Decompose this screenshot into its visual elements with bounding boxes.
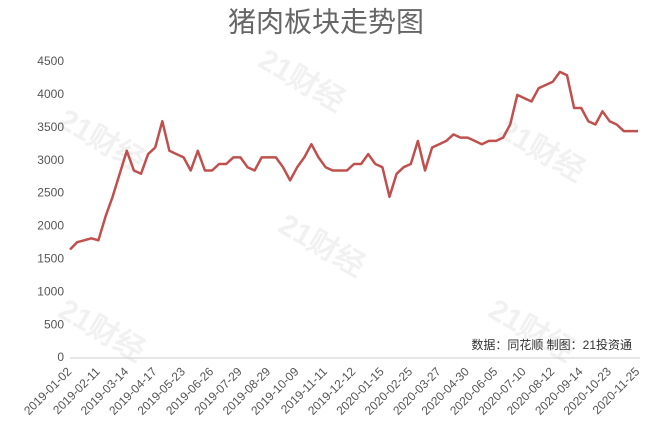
watermark: 21财经	[253, 42, 351, 118]
watermark: 21财经	[273, 207, 371, 283]
y-tick-label: 3000	[37, 153, 64, 167]
watermark: 21财经	[483, 292, 581, 368]
y-tick-label: 2000	[37, 219, 64, 233]
y-tick-label: 500	[44, 317, 64, 331]
series-line	[69, 70, 638, 251]
y-tick-label: 3500	[37, 120, 64, 134]
y-tick-label: 0	[57, 350, 64, 364]
watermark: 21财经	[53, 102, 151, 178]
y-tick-label: 1500	[37, 252, 64, 266]
y-tick-label: 1000	[37, 284, 64, 298]
watermark: 21财经	[493, 112, 591, 188]
chart-title: 猪肉板块走势图	[228, 6, 424, 37]
source-note: 数据：同花顺 制图：21投资通	[471, 337, 632, 352]
watermark: 21财经	[53, 292, 151, 368]
y-tick-label: 2500	[37, 186, 64, 200]
y-tick-label: 4000	[37, 87, 64, 101]
y-tick-label: 4500	[37, 54, 64, 68]
watermarks: 21财经 21财经 21财经 21财经 21财经 21财经	[53, 42, 591, 368]
